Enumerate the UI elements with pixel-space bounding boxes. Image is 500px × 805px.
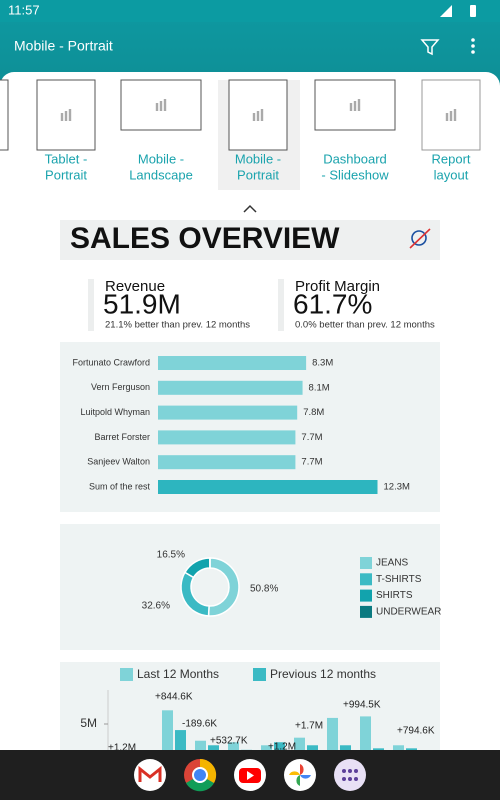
bar (158, 356, 306, 370)
thumb-icon (160, 101, 162, 111)
bar-value-label: 7.7M (301, 432, 322, 443)
kpi-note: 21.1% better than prev. 12 months (105, 320, 250, 331)
thumb-icon (358, 99, 360, 111)
legend-swatch (120, 668, 133, 681)
thumb-icon (164, 99, 166, 111)
bar (158, 381, 303, 395)
status-time: 11:57 (8, 2, 40, 17)
bar (158, 430, 295, 444)
legend-label: Previous 12 months (270, 667, 376, 681)
layout-label: Tablet - (45, 151, 88, 166)
layout-label: Portrait (237, 167, 279, 182)
legend-label: Last 12 Months (137, 667, 219, 681)
bar-label: Sum of the rest (89, 481, 151, 491)
thumb-icon (261, 109, 263, 121)
app-title: Mobile - Portrait (14, 38, 113, 54)
status-bar (0, 0, 500, 22)
thumb-icon (454, 109, 456, 121)
kpi-note: 0.0% better than prev. 12 months (295, 320, 435, 331)
donut-label: 16.5% (157, 550, 185, 561)
bar-label: Luitpold Whyman (80, 407, 150, 417)
legend-label: JEANS (376, 558, 409, 569)
y-tick-label: 5M (80, 716, 97, 730)
menu-button[interactable] (471, 38, 475, 54)
thumb-icon (257, 111, 259, 121)
legend-label: UNDERWEAR (376, 607, 441, 618)
chrome-center (193, 768, 207, 782)
layout-thumb[interactable] (0, 80, 8, 150)
kpi-value: 61.7% (293, 288, 372, 319)
bar (158, 406, 297, 420)
column-annotation: +794.6K (397, 726, 435, 737)
thumb-icon (61, 113, 63, 121)
layout-label: - Slideshow (321, 167, 389, 182)
bar-label: Vern Ferguson (91, 382, 150, 392)
thumb-icon (65, 111, 67, 121)
kpi-value: 51.9M (103, 288, 181, 319)
legend-label: SHIRTS (376, 590, 413, 601)
thumb-icon (69, 109, 71, 121)
kpi-bar (88, 279, 94, 331)
layout-label: Mobile - (138, 151, 184, 166)
column-annotation: +844.6K (155, 692, 193, 703)
layout-label: Mobile - (235, 151, 281, 166)
legend-swatch (360, 590, 372, 602)
legend-swatch (253, 668, 266, 681)
thumb-icon (354, 101, 356, 111)
legend-swatch (360, 573, 372, 585)
kpi-bar (278, 279, 284, 331)
bar-value-label: 7.8M (303, 407, 324, 418)
layout-label: Report (431, 151, 470, 166)
thumb-icon (253, 113, 255, 121)
bar-value-label: 8.1M (309, 382, 330, 393)
column-annotation: +1.7M (295, 721, 323, 732)
donut-label: 32.6% (142, 601, 170, 612)
thumb-icon (350, 103, 352, 111)
legend-swatch (360, 557, 372, 569)
column-annotation: +994.5K (343, 700, 381, 711)
thumb-icon (446, 113, 448, 121)
thumb-icon (156, 103, 158, 111)
column-annotation: +532.7K (210, 736, 248, 747)
column-annotation: -189.6K (182, 719, 217, 730)
layout-label: Landscape (129, 167, 193, 182)
donut-label: 50.8% (250, 584, 278, 595)
bar-value-label: 8.3M (312, 358, 333, 369)
report-title: SALES OVERVIEW (70, 222, 340, 255)
bar (158, 480, 378, 494)
bar-label: Barret Forster (94, 432, 150, 442)
legend-swatch (360, 606, 372, 618)
layout-label: Portrait (45, 167, 87, 182)
bar-label: Sanjeev Walton (87, 457, 150, 467)
legend-label: T-SHIRTS (376, 574, 422, 585)
bar (158, 455, 295, 469)
thumb-icon (450, 111, 452, 121)
layout-label: Dashboard (323, 151, 387, 166)
bar-value-label: 7.7M (301, 457, 322, 468)
bar-label: Fortunato Crawford (72, 357, 150, 367)
layout-label: layout (434, 167, 469, 182)
apps-icon[interactable] (334, 759, 366, 791)
bar-value-label: 12.3M (384, 482, 410, 493)
